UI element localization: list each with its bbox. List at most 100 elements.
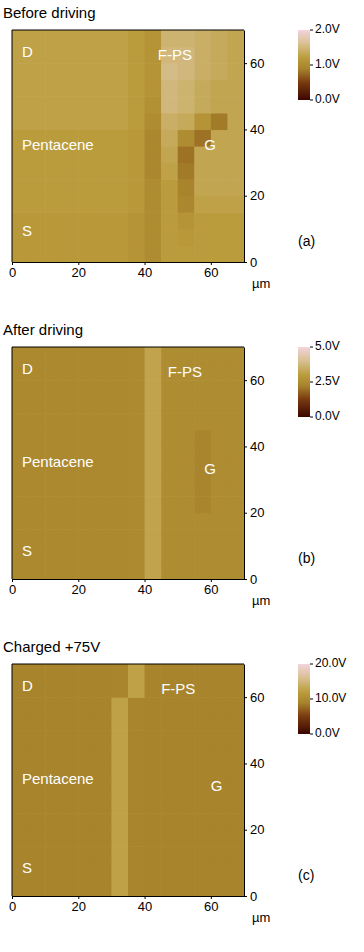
heatmap-cell [227,163,244,180]
heatmap-cell [29,697,46,714]
heatmap-cell [29,113,46,130]
heatmap-cell [211,747,228,764]
heatmap-cell [45,47,62,64]
heatmap-cell [45,496,62,513]
heatmap-cell [194,747,211,764]
heatmap-cell [128,830,145,847]
heatmap-cell [128,747,145,764]
heatmap-cell [128,562,145,579]
heatmap-cell [145,196,162,213]
heatmap-cell [128,113,145,130]
heatmap-cell [95,96,112,113]
heatmap-cell [211,47,228,64]
heatmap-cell [45,697,62,714]
panel-title: Charged +75V [3,638,100,655]
heatmap-cell [78,797,95,814]
y-tick-label: 40 [250,439,264,454]
heatmap-cell [78,830,95,847]
heatmap-cell [78,430,95,447]
heatmap-cell [161,30,178,47]
heatmap-cell [128,496,145,513]
heatmap-cell [95,714,112,731]
heatmap-cell [95,380,112,397]
heatmap-cell [161,664,178,681]
heatmap-cell [78,546,95,563]
heatmap-cell [161,714,178,731]
heatmap-cell [111,113,128,130]
heatmap-cell [178,562,195,579]
heatmap-cell [111,546,128,563]
panel: Before drivingDF-PSPentaceneGS0204060020… [3,4,340,291]
heatmap-cell [12,714,29,731]
heatmap-cell [95,47,112,64]
heatmap-cell [45,813,62,830]
heatmap-cell [78,714,95,731]
colorbar-tick [310,100,313,101]
heatmap-cell [62,546,79,563]
colorbar-label: 0.0V [315,726,340,740]
y-axis-line [244,31,245,263]
heatmap-cell [95,763,112,780]
x-tick-label: 40 [138,265,152,280]
heatmap-cell [178,747,195,764]
heatmap-cell [128,879,145,896]
x-tick: 60 [204,262,218,280]
heatmap-cell [128,179,145,196]
heatmap-cell [95,364,112,381]
heatmap-cell [194,96,211,113]
colorbar [298,30,310,100]
heatmap-cell [12,380,29,397]
heatmap-cell [78,562,95,579]
heatmap-cell [178,80,195,97]
heatmap-cell [161,496,178,513]
heatmap-cell [45,229,62,246]
heatmap-cell [78,229,95,246]
heatmap-cell [178,830,195,847]
heatmap-cell [145,80,162,97]
heatmap-cell [45,797,62,814]
heatmap-cell [145,163,162,180]
y-tick-label: 20 [250,188,264,203]
heatmap-cell [178,347,195,364]
region-label: Pentacene [22,453,94,470]
heatmap-cell [12,196,29,213]
heatmap-cell [62,681,79,698]
heatmap-cell [111,163,128,180]
heatmap-cell [78,846,95,863]
colorbar-label: 1.0V [315,57,340,71]
y-tick: 40 [244,122,264,137]
x-tick-label: 0 [9,582,16,597]
heatmap-cell [12,480,29,497]
heatmap-cell [227,229,244,246]
heatmap-cell [227,47,244,64]
heatmap-cell [161,830,178,847]
heatmap-cell [194,513,211,530]
heatmap-cell [78,380,95,397]
heatmap-cell [161,113,178,130]
heatmap-cell [227,245,244,262]
heatmap-cell [227,446,244,463]
heatmap-cell [128,96,145,113]
heatmap-cell [161,146,178,163]
heatmap-cell [194,763,211,780]
heatmap-cell [62,513,79,530]
x-tick-label: 0 [9,265,16,280]
heatmap-cell [161,163,178,180]
heatmap-cell [211,113,228,130]
heatmap-cell [62,529,79,546]
heatmap-cell [78,697,95,714]
heatmap-cell [62,80,79,97]
colorbar-label: 0.0V [315,92,340,106]
heatmap-cell [178,179,195,196]
heatmap-cell [12,413,29,430]
heatmap-cell [95,879,112,896]
heatmap-cell [227,529,244,546]
heatmap-cell [178,846,195,863]
y-tick-mark [244,262,247,263]
heatmap-cell [95,863,112,880]
heatmap-cell [111,846,128,863]
heatmap-cell [211,163,228,180]
heatmap-cell [128,47,145,64]
y-tick-mark [244,830,247,831]
heatmap-cell [145,347,162,364]
